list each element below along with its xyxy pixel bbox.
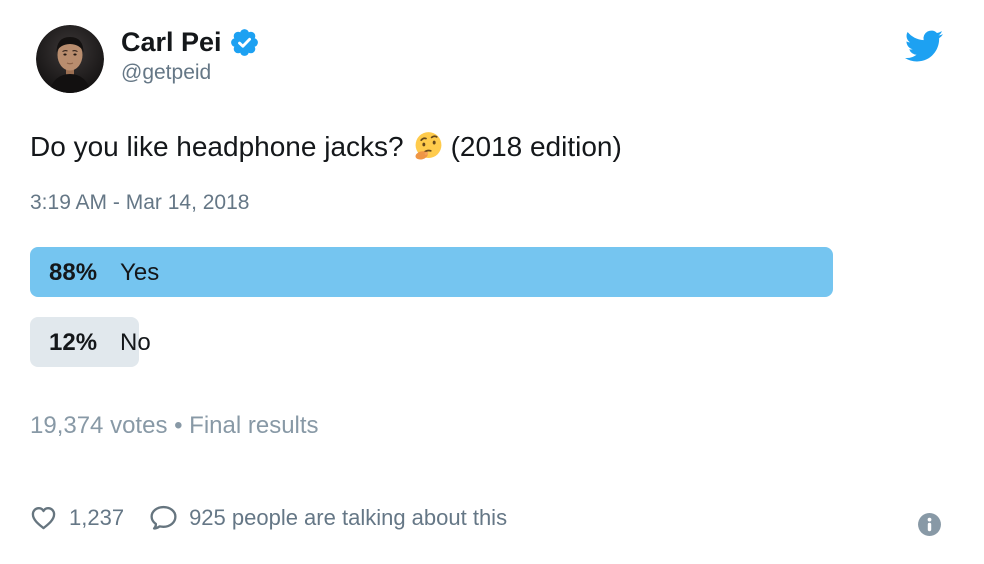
- tweet-timestamp[interactable]: 3:19 AM - Mar 14, 2018: [30, 191, 250, 214]
- poll-option-row: 88% Yes: [30, 247, 942, 297]
- poll-option-percent: 12%: [49, 329, 98, 356]
- like-count: 1,237: [69, 504, 125, 530]
- verified-badge-icon: [230, 28, 258, 56]
- author-name[interactable]: Carl Pei: [121, 27, 222, 57]
- like-button[interactable]: 1,237: [28, 502, 124, 533]
- thinking-face-emoji: [415, 132, 442, 160]
- avatar[interactable]: [36, 25, 104, 93]
- author-block: Carl Pei @getpeid: [121, 25, 258, 93]
- poll-option-text: Yes: [120, 259, 160, 286]
- heart-icon: [31, 507, 56, 530]
- tweet-text: Do you like headphone jacks? (2018 editi…: [30, 128, 944, 166]
- poll-option-row: 12% No: [30, 317, 942, 367]
- conversation-text: 925 people are talking about this: [189, 504, 508, 530]
- poll-option-label: 12% No: [49, 317, 151, 367]
- poll-option-text: No: [120, 329, 151, 356]
- speech-bubble-icon: [150, 505, 177, 530]
- poll-option-bar: [30, 247, 833, 297]
- conversation-link[interactable]: 925 people are talking about this: [148, 502, 507, 533]
- poll-option-bar: [30, 317, 140, 367]
- tweet-text-before: Do you like headphone jacks?: [30, 131, 404, 162]
- poll-summary: 19,374 votes • Final results: [30, 412, 319, 439]
- author-name-row: Carl Pei: [121, 27, 258, 57]
- poll-option-percent: 88%: [49, 259, 98, 286]
- avatar-photo: [36, 25, 104, 93]
- tweet-footer: 1,237 925 people are talking about this: [28, 502, 507, 533]
- info-icon[interactable]: [917, 512, 942, 537]
- poll-options: 88% Yes 12% No: [30, 247, 942, 387]
- author-handle[interactable]: @getpeid: [121, 61, 212, 84]
- tweet-header: Carl Pei @getpeid: [36, 25, 884, 93]
- twitter-logo-icon[interactable]: [901, 27, 947, 65]
- poll-option-label: 88% Yes: [49, 247, 159, 297]
- tweet-text-after: (2018 edition): [450, 131, 622, 162]
